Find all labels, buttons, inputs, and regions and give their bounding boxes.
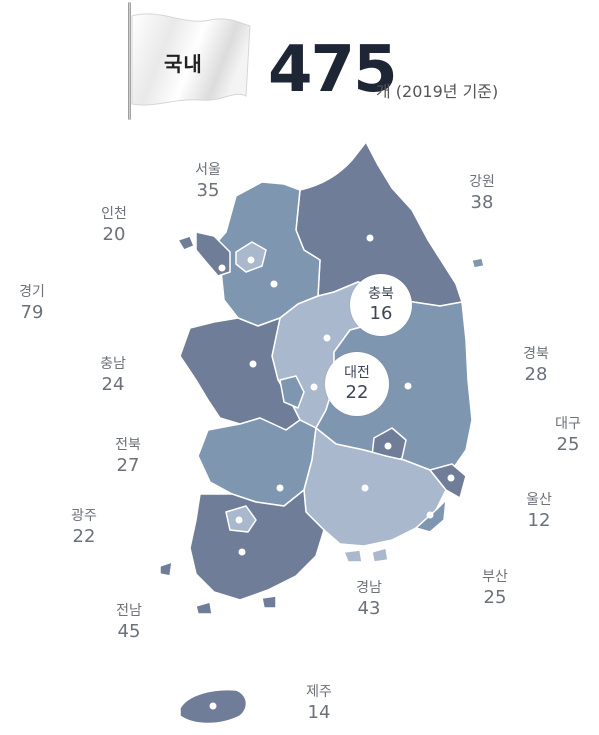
bubble-daejeon[interactable]: 대전 22 bbox=[325, 352, 389, 416]
island-south-2 bbox=[195, 601, 213, 615]
total-count: 475 bbox=[268, 33, 398, 107]
region-count: 14 bbox=[307, 701, 331, 723]
region-count: 38 bbox=[470, 191, 494, 213]
dot-daejeon bbox=[310, 383, 318, 391]
region-name: 경기 bbox=[19, 284, 45, 300]
label-chungnam: 충남 24 bbox=[93, 356, 133, 396]
flag: 국내 bbox=[118, 2, 253, 122]
region-count: 79 bbox=[20, 301, 44, 323]
region-count: 25 bbox=[483, 586, 507, 608]
label-gyeongbuk: 경북 28 bbox=[516, 346, 556, 386]
region-jeonbuk[interactable] bbox=[197, 417, 317, 507]
region-name: 서울 bbox=[195, 162, 221, 178]
region-count: 22 bbox=[72, 525, 96, 547]
bubble-chungbuk[interactable]: 충북 16 bbox=[350, 274, 412, 336]
region-count: 20 bbox=[102, 223, 126, 245]
region-name: 강원 bbox=[469, 174, 495, 190]
region-name: 충북 bbox=[368, 286, 394, 302]
island-south-5 bbox=[371, 547, 389, 563]
region-name: 울산 bbox=[526, 492, 552, 508]
label-jeonnam: 전남 45 bbox=[109, 603, 149, 643]
region-count: 45 bbox=[117, 620, 141, 642]
dot-jeonbuk bbox=[276, 484, 284, 492]
label-ulsan: 울산 12 bbox=[519, 492, 559, 532]
island-incheon bbox=[177, 235, 195, 251]
flag-cloth bbox=[131, 13, 251, 106]
dot-busan bbox=[426, 511, 434, 519]
flag-pole bbox=[128, 2, 131, 120]
region-count: 16 bbox=[369, 303, 393, 324]
dot-daegu bbox=[384, 442, 392, 450]
region-name: 전북 bbox=[115, 437, 141, 453]
dot-ulsan bbox=[447, 474, 455, 482]
region-count: 35 bbox=[196, 179, 220, 201]
region-name: 경남 bbox=[356, 580, 382, 596]
flag-label: 국내 bbox=[164, 52, 203, 76]
island-south-4 bbox=[343, 549, 363, 563]
label-gangwon: 강원 38 bbox=[462, 174, 502, 214]
dot-chungbuk bbox=[323, 334, 331, 342]
label-gyeongnam: 경남 43 bbox=[349, 580, 389, 620]
dot-gyeongnam bbox=[361, 484, 369, 492]
dot-jeonnam bbox=[238, 548, 246, 556]
island-south-1 bbox=[159, 561, 173, 577]
region-jeonnam[interactable] bbox=[189, 489, 325, 601]
region-name: 대구 bbox=[555, 416, 581, 432]
island-south-3 bbox=[261, 595, 277, 609]
region-ulsan[interactable] bbox=[429, 463, 467, 499]
region-count: 43 bbox=[357, 597, 381, 619]
dot-incheon bbox=[218, 264, 226, 272]
dot-gyeonggi bbox=[270, 280, 278, 288]
region-count: 24 bbox=[101, 373, 125, 395]
label-seoul: 서울 35 bbox=[188, 162, 228, 202]
dot-gwangju bbox=[235, 516, 243, 524]
region-name: 충남 bbox=[100, 356, 126, 372]
dot-chungnam bbox=[249, 360, 257, 368]
label-daegu: 대구 25 bbox=[548, 416, 588, 456]
region-count: 27 bbox=[116, 454, 140, 476]
region-name: 제주 bbox=[306, 684, 332, 700]
total-note: 개 (2019년 기준) bbox=[376, 82, 499, 101]
region-count: 22 bbox=[345, 382, 369, 403]
region-name: 전남 bbox=[116, 603, 142, 619]
region-name: 부산 bbox=[482, 569, 508, 585]
label-gwangju: 광주 22 bbox=[64, 508, 104, 548]
region-name: 경북 bbox=[523, 346, 549, 362]
region-name: 광주 bbox=[71, 508, 97, 524]
region-dots bbox=[209, 234, 455, 710]
region-count: 25 bbox=[556, 433, 580, 455]
region-count: 28 bbox=[524, 363, 548, 385]
region-name: 인천 bbox=[101, 206, 127, 222]
dot-seoul bbox=[247, 256, 255, 264]
region-name: 대전 bbox=[344, 365, 370, 381]
label-incheon: 인천 20 bbox=[94, 206, 134, 246]
dot-gyeongbuk bbox=[404, 382, 412, 390]
label-jeonbuk: 전북 27 bbox=[108, 437, 148, 477]
region-count: 12 bbox=[527, 509, 551, 531]
dot-gangwon bbox=[366, 234, 374, 242]
label-gyeonggi: 경기 79 bbox=[12, 284, 52, 324]
dot-jeju bbox=[209, 702, 217, 710]
label-jeju: 제주 14 bbox=[299, 684, 339, 724]
region-daejeon[interactable] bbox=[279, 375, 305, 409]
label-busan: 부산 25 bbox=[475, 569, 515, 609]
island-east bbox=[471, 257, 485, 269]
